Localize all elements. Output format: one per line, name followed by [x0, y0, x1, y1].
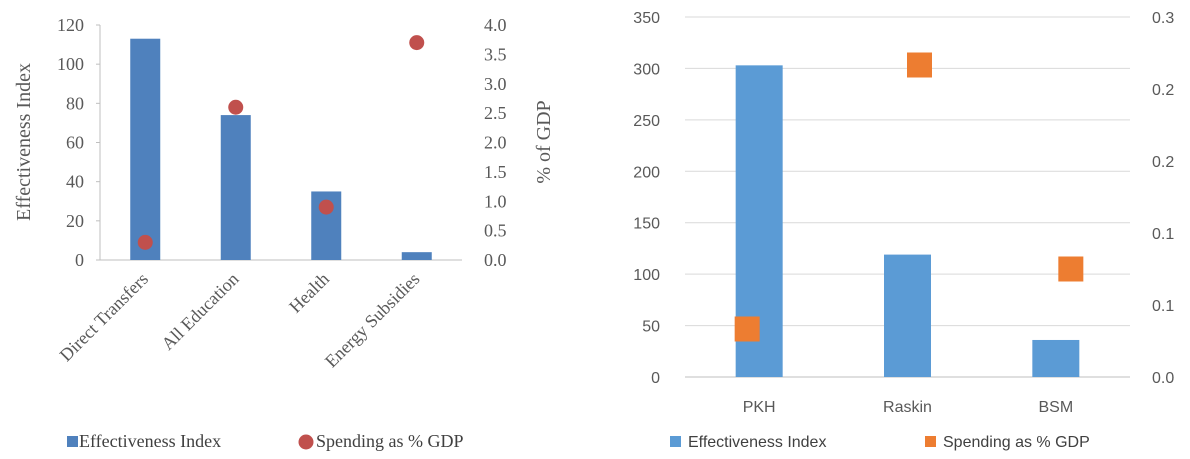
legend-label-effectiveness: Effectiveness Index [688, 434, 826, 451]
right-y-tick-label: 0.5 [484, 221, 507, 241]
x-tick-label: All Education [157, 269, 242, 354]
legend-swatch-effectiveness [670, 436, 681, 447]
left-y-tick-label: 350 [633, 10, 660, 27]
legend-label-effectiveness: Effectiveness Index [79, 431, 221, 451]
left-y-tick-label: 80 [66, 93, 84, 113]
right-y-tick-label: 2.0 [484, 133, 507, 153]
x-tick-label: Health [285, 269, 333, 317]
x-tick-label: Raskin [883, 399, 932, 416]
right-y-tick-label: 1.5 [484, 162, 507, 182]
bar [401, 252, 432, 260]
legend-swatch-effectiveness [67, 436, 78, 447]
right-chart: 0 50 100 150 200 250 300 350 0.0 0.1 0.1 0.2 0.2 0.3 P… [633, 10, 1174, 451]
left-y-tick-label: 300 [633, 61, 660, 78]
right-y-tick-label: 4.0 [484, 15, 507, 35]
right-y-tick-label: 1.0 [484, 191, 507, 211]
left-y-tick-label: 120 [57, 15, 84, 35]
scatter-point [137, 234, 153, 250]
scatter-point [1058, 256, 1084, 282]
scatter-point [318, 199, 334, 215]
right-y-axis-title: % of GDP [533, 100, 555, 183]
right-y-tick-label: 0.0 [484, 250, 507, 270]
x-tick-label: BSM [1038, 399, 1073, 416]
right-y-tick-label: 3.0 [484, 74, 507, 94]
scatter-point [734, 316, 760, 342]
legend-swatch-spending [298, 434, 314, 450]
left-y-tick-label: 40 [66, 172, 84, 192]
bar [1032, 339, 1080, 377]
left-y-tick-label: 50 [642, 319, 660, 336]
right-y-tick-label: 2.5 [484, 103, 507, 123]
scatter-point [228, 99, 244, 115]
right-y-tick-label: 0.1 [1152, 298, 1174, 315]
legend-label-spending: Spending as % GDP [316, 431, 464, 451]
right-y-tick-label: 0.2 [1152, 82, 1174, 99]
right-y-tick-label: 0.2 [1152, 154, 1174, 171]
right-y-tick-label: 0.0 [1152, 370, 1174, 387]
bar [884, 254, 931, 377]
left-y-axis-title: Effectiveness Index [13, 63, 35, 221]
right-y-tick-label: 3.5 [484, 44, 507, 64]
x-tick-label: Direct Transfers [56, 269, 153, 366]
left-y-tick-label: 0 [75, 250, 84, 270]
bar [220, 115, 251, 260]
scatter-point [907, 52, 932, 78]
right-y-tick-label: 0.3 [1152, 10, 1174, 27]
left-y-tick-label: 250 [633, 113, 660, 130]
left-y-tick-label: 100 [633, 267, 660, 284]
x-tick-label: PKH [743, 399, 776, 416]
left-y-tick-label: 200 [633, 164, 660, 181]
legend-swatch-spending [925, 436, 936, 447]
left-y-tick-label: 60 [66, 133, 84, 153]
left-chart: 0 20 40 60 80 100 120 0.0 0.5 1.0 1.5 2.0 2.5 3.0 3.5 4… [13, 15, 555, 451]
scatter-point [409, 35, 425, 51]
left-y-tick-label: 100 [57, 54, 84, 74]
left-y-tick-label: 0 [651, 370, 660, 387]
left-y-tick-label: 20 [66, 211, 84, 231]
right-y-tick-label: 0.1 [1152, 226, 1174, 243]
legend-label-spending: Spending as % GDP [943, 434, 1090, 451]
bar [130, 38, 161, 261]
left-y-tick-label: 150 [633, 216, 660, 233]
x-tick-label: Energy Subsidies [321, 269, 424, 372]
